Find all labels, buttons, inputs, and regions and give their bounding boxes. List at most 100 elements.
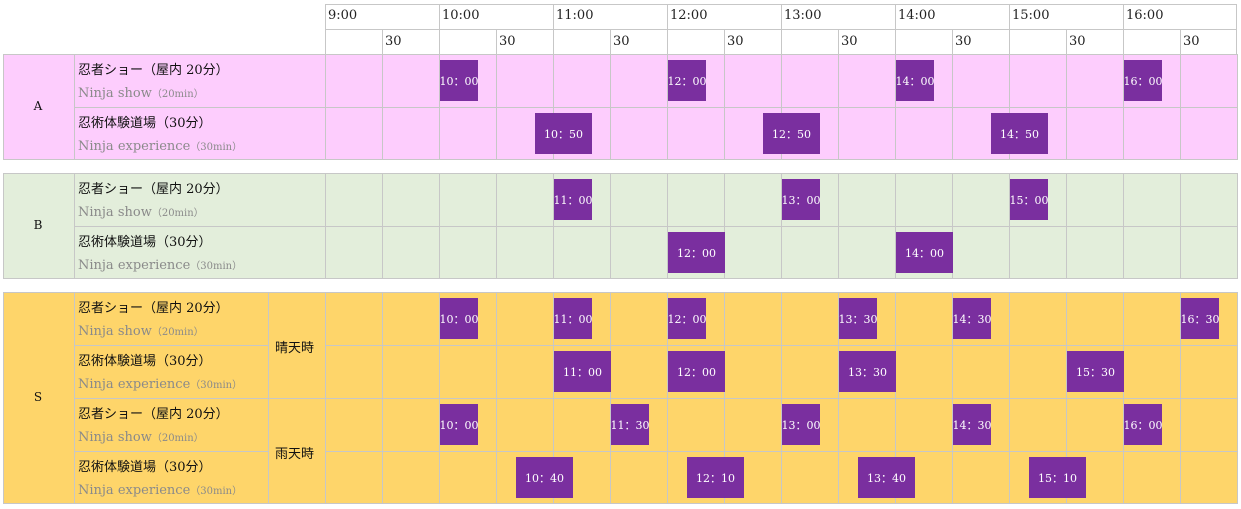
showtime-slot[interactable]: 10：00 — [440, 404, 479, 445]
showtime-slot[interactable]: 14：30 — [953, 404, 992, 445]
header-grid-line — [1236, 4, 1237, 54]
program-name-jp: 忍術体験道場（30分） — [78, 235, 212, 250]
program-name-jp: 忍者ショー（屋内 20分） — [78, 182, 229, 197]
program-duration-en: （30min） — [190, 380, 243, 391]
showtime-slot[interactable]: 11：00 — [554, 351, 611, 392]
header-grid-line — [781, 4, 782, 54]
grid-line — [1237, 173, 1238, 279]
row-separator — [74, 398, 1237, 399]
program-name-en: Ninja experience（30min） — [78, 138, 242, 154]
half-hour-label: 30 — [1183, 34, 1200, 49]
half-hour-label: 30 — [727, 34, 744, 49]
showtime-slot[interactable]: 14：00 — [896, 232, 953, 273]
showtime-slot[interactable]: 14：50 — [991, 113, 1048, 154]
showtime-slot[interactable]: 11：00 — [554, 298, 593, 339]
half-hour-label: 30 — [955, 34, 972, 49]
showtime-slot[interactable]: 13：30 — [839, 298, 878, 339]
showtime-slot[interactable]: 15：10 — [1029, 457, 1086, 498]
program-duration-en: （30min） — [190, 486, 243, 497]
row-separator — [325, 345, 1237, 346]
program-name-en-text: Ninja experience — [78, 483, 191, 498]
program-name-en: Ninja show（20min） — [78, 85, 204, 101]
hour-label: 13:00 — [784, 8, 822, 23]
header-grid-line — [382, 29, 383, 54]
showtime-slot[interactable]: 10：50 — [535, 113, 592, 154]
half-hour-label: 30 — [1069, 34, 1086, 49]
row-separator — [325, 451, 1237, 452]
program-duration-en: （20min） — [151, 89, 204, 100]
showtime-slot[interactable]: 14：30 — [953, 298, 992, 339]
hour-label: 15:00 — [1012, 8, 1050, 23]
showtime-slot[interactable]: 13：40 — [858, 457, 915, 498]
header-grid-line — [325, 4, 326, 54]
program-name-en: Ninja experience（30min） — [78, 482, 242, 498]
row-separator — [74, 345, 268, 346]
row-separator — [74, 107, 1237, 108]
program-name-jp: 忍者ショー（屋内 20分） — [78, 63, 229, 78]
showtime-slot[interactable]: 11：00 — [554, 179, 593, 220]
program-name-jp: 忍術体験道場（30分） — [78, 460, 212, 475]
showtime-slot[interactable]: 15：00 — [1010, 179, 1049, 220]
showtime-slot[interactable]: 10：00 — [440, 60, 479, 101]
showtime-slot[interactable]: 12：00 — [668, 60, 707, 101]
program-name-en: Ninja experience（30min） — [78, 376, 242, 392]
showtime-slot[interactable]: 10：40 — [516, 457, 573, 498]
hour-label: 11:00 — [556, 8, 594, 23]
hour-label: 9:00 — [328, 8, 358, 23]
hour-label: 14:00 — [898, 8, 936, 23]
hour-label: 12:00 — [670, 8, 708, 23]
showtime-slot[interactable]: 12：10 — [687, 457, 744, 498]
showtime-slot[interactable]: 12：50 — [763, 113, 820, 154]
showtime-slot[interactable]: 16：00 — [1124, 60, 1163, 101]
half-hour-label: 30 — [841, 34, 858, 49]
hour-label: 10:00 — [442, 8, 480, 23]
program-name-en: Ninja show（20min） — [78, 429, 204, 445]
showtime-slot[interactable]: 11：30 — [611, 404, 650, 445]
program-name-en-text: Ninja show — [78, 205, 152, 220]
program-duration-en: （30min） — [190, 261, 243, 272]
showtime-slot[interactable]: 13：30 — [839, 351, 896, 392]
program-name-en-text: Ninja experience — [78, 139, 191, 154]
header-grid-line — [610, 29, 611, 54]
program-name-jp: 忍者ショー（屋内 20分） — [78, 407, 229, 422]
header-grid-line — [838, 29, 839, 54]
hour-label: 16:00 — [1126, 8, 1164, 23]
showtime-slot[interactable]: 16：30 — [1181, 298, 1220, 339]
weather-condition-label: 晴天時 — [275, 341, 315, 356]
showtime-slot[interactable]: 12：00 — [668, 298, 707, 339]
zone-label: S — [33, 390, 43, 404]
program-name-en-text: Ninja show — [78, 430, 152, 445]
row-separator — [74, 451, 268, 452]
program-name-en: Ninja show（20min） — [78, 204, 204, 220]
program-name-en: Ninja experience（30min） — [78, 257, 242, 273]
showtime-slot[interactable]: 13：00 — [782, 179, 821, 220]
program-duration-en: （30min） — [190, 142, 243, 153]
showtime-slot[interactable]: 12：00 — [668, 351, 725, 392]
program-duration-en: （20min） — [151, 208, 204, 219]
program-duration-en: （20min） — [151, 433, 204, 444]
half-hour-label: 30 — [385, 34, 402, 49]
header-grid-line — [952, 29, 953, 54]
header-grid-line — [1066, 29, 1067, 54]
row-separator — [74, 226, 1237, 227]
showtime-slot[interactable]: 14：00 — [896, 60, 935, 101]
program-duration-en: （20min） — [151, 327, 204, 338]
showtime-slot[interactable]: 16：00 — [1124, 404, 1163, 445]
showtime-slot[interactable]: 13：00 — [782, 404, 821, 445]
program-name-en-text: Ninja experience — [78, 377, 191, 392]
grid-line — [1237, 54, 1238, 160]
showtime-slot[interactable]: 12：00 — [668, 232, 725, 273]
program-name-en-text: Ninja experience — [78, 258, 191, 273]
showtime-slot[interactable]: 10：00 — [440, 298, 479, 339]
zone-label: A — [33, 99, 43, 113]
header-grid-line — [895, 4, 896, 54]
header-grid-line — [553, 4, 554, 54]
header-grid-line — [667, 4, 668, 54]
grid-line — [1237, 292, 1238, 504]
program-name-en-text: Ninja show — [78, 324, 152, 339]
header-grid-line — [1009, 4, 1010, 54]
half-hour-label: 30 — [499, 34, 516, 49]
header-grid-line — [496, 29, 497, 54]
showtime-slot[interactable]: 15：30 — [1067, 351, 1124, 392]
weather-condition-label: 雨天時 — [275, 447, 315, 462]
